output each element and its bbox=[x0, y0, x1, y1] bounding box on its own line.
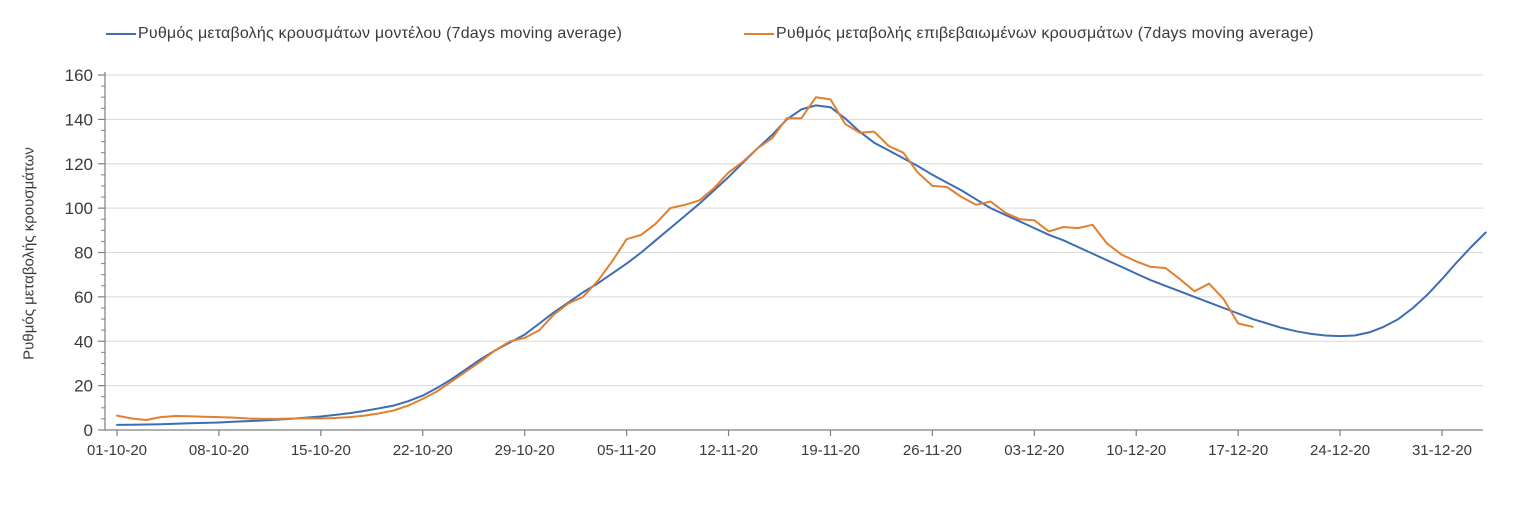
legend-swatch-confirmed-line bbox=[744, 33, 774, 35]
x-tick-label: 10-12-20 bbox=[1106, 442, 1166, 459]
x-tick-label: 03-12-20 bbox=[1004, 442, 1064, 459]
legend-item-model: Ρυθμός μεταβολής κρουσμάτων μοντέλου (7d… bbox=[106, 25, 622, 43]
x-tick-label: 12-11-20 bbox=[699, 442, 758, 459]
y-axis-title: Ρυθμός μεταβολής κρουσμάτων bbox=[20, 147, 38, 360]
y-tick-label: 100 bbox=[65, 199, 93, 218]
y-tick-label: 160 bbox=[65, 66, 93, 85]
y-tick-label: 140 bbox=[65, 110, 93, 129]
x-tick-label: 29-10-20 bbox=[495, 442, 555, 459]
x-tick-label: 24-12-20 bbox=[1310, 442, 1370, 459]
y-tick-label: 60 bbox=[74, 288, 93, 307]
x-tick-label: 08-10-20 bbox=[189, 442, 249, 459]
legend-swatch-model-line bbox=[106, 33, 136, 35]
confirmed-series-line bbox=[116, 96, 1254, 421]
x-tick-label: 19-11-20 bbox=[801, 442, 860, 459]
legend-label-model: Ρυθμός μεταβολής κρουσμάτων μοντέλου (7d… bbox=[138, 25, 623, 42]
legend-label-confirmed: Ρυθμός μεταβολής επιβεβαιωμένων κρουσμάτ… bbox=[776, 25, 1314, 42]
legend-item-confirmed: Ρυθμός μεταβολής επιβεβαιωμένων κρουσμάτ… bbox=[744, 25, 1314, 43]
x-tick-label: 15-10-20 bbox=[291, 442, 351, 459]
model-series-line bbox=[116, 104, 1487, 426]
x-tick-label: 26-11-20 bbox=[903, 442, 962, 459]
chart-legend: Ρυθμός μεταβολής κρουσμάτων μοντέλου (7d… bbox=[0, 25, 1522, 45]
x-tick-label: 17-12-20 bbox=[1208, 442, 1268, 459]
y-tick-label: 80 bbox=[74, 244, 93, 263]
y-tick-label: 20 bbox=[74, 377, 93, 396]
y-tick-label: 120 bbox=[65, 155, 93, 174]
x-tick-label: 01-10-20 bbox=[87, 442, 147, 459]
x-tick-label: 31-12-20 bbox=[1412, 442, 1472, 459]
x-tick-label: 22-10-20 bbox=[393, 442, 453, 459]
y-tick-label: 0 bbox=[84, 421, 93, 440]
x-tick-label: 05-11-20 bbox=[597, 442, 656, 459]
y-tick-label: 40 bbox=[74, 332, 93, 351]
